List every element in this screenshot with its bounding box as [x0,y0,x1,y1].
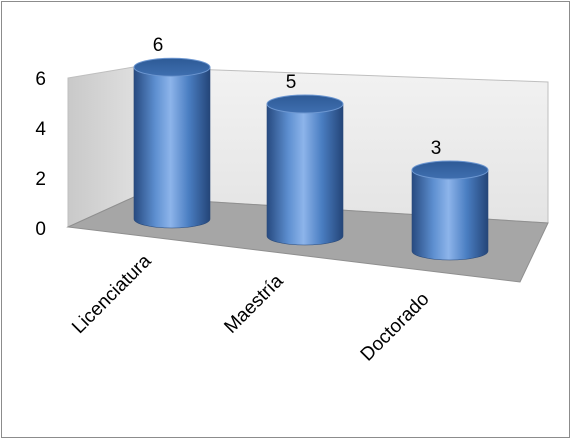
bar-2 [266,94,344,246]
bar-body [133,66,211,229]
bar-top [266,94,344,114]
bar-top [411,160,489,180]
data-label: 6 [153,35,164,56]
data-label: 3 [431,138,442,159]
bar-top [133,57,211,77]
category-label: Doctorado [357,289,434,366]
y-tick-label: 6 [35,69,46,90]
bar-3 [411,160,489,261]
y-axis-ticks: 0 2 4 6 [35,69,46,240]
data-label: 5 [286,72,297,93]
y-tick-label: 2 [35,169,46,190]
category-labels: Licenciatura Maestría Doctorado [68,250,433,365]
data-labels: 6 5 3 [153,35,442,159]
bars [133,57,489,261]
bar-body [411,169,489,261]
y-tick-label: 0 [35,219,46,240]
bar-1 [133,57,211,229]
category-label: Licenciatura [68,250,156,338]
bar-body [266,103,344,246]
category-label: Maestría [220,270,287,337]
y-tick-label: 4 [35,119,46,140]
